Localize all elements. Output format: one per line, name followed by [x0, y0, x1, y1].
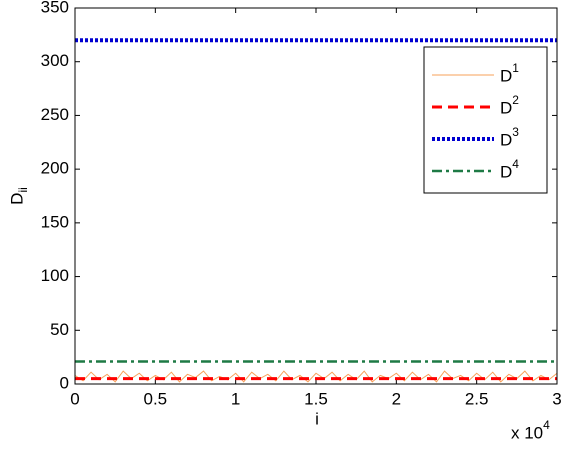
y-tick-label: 200 — [41, 159, 69, 178]
x-tick-label: 0 — [70, 389, 79, 408]
x-tick-label: 3 — [552, 389, 561, 408]
y-tick-label: 100 — [41, 266, 69, 285]
legend-box — [423, 46, 548, 194]
x-tick-label: 2.5 — [465, 389, 489, 408]
x-multiplier: x 104 — [511, 418, 550, 442]
x-tick-label: 1.5 — [304, 389, 328, 408]
y-axis-label: Dii — [7, 187, 30, 205]
x-axis-label: i — [315, 409, 319, 428]
y-tick-label: 250 — [41, 105, 69, 124]
x-tick-label: 2 — [392, 389, 401, 408]
x-tick-label: 1 — [231, 389, 240, 408]
y-tick-label: 0 — [60, 373, 69, 392]
y-tick-label: 50 — [50, 320, 69, 339]
y-tick-label: 350 — [41, 0, 69, 16]
y-tick-label: 150 — [41, 212, 69, 231]
series-line — [74, 370, 558, 383]
y-tick-label: 300 — [41, 51, 69, 70]
plot-frame — [74, 7, 558, 385]
x-tick-label: 0.5 — [144, 389, 168, 408]
